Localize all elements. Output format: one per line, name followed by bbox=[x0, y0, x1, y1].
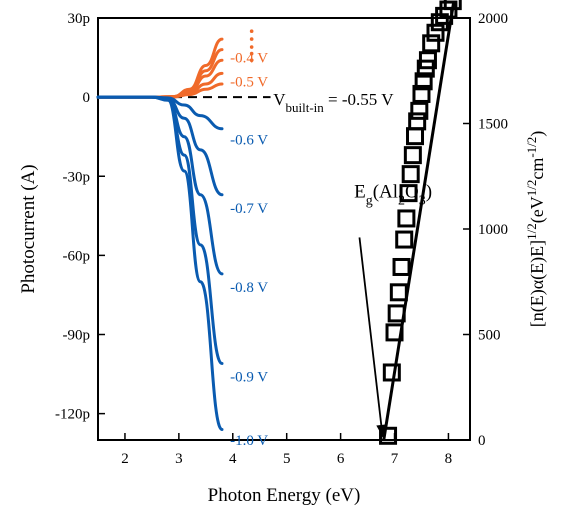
bandgap-label-part: ) bbox=[426, 181, 432, 202]
y-right-tick-label: 1000 bbox=[478, 222, 508, 238]
tauc-series bbox=[379, 0, 462, 445]
curve-label: -0.9 V bbox=[230, 370, 268, 386]
orange-dot bbox=[249, 45, 254, 49]
tauc-point bbox=[387, 304, 406, 323]
builtin-label-sub: built-in bbox=[285, 100, 324, 115]
bandgap-label-part: 3 bbox=[419, 193, 426, 208]
tauc-point bbox=[385, 323, 404, 342]
plot-frame bbox=[97, 17, 471, 441]
y-right-tick-label: 0 bbox=[478, 433, 486, 449]
tauc-point bbox=[395, 230, 414, 249]
x-tick-label: 7 bbox=[391, 451, 399, 467]
orange-dot bbox=[249, 58, 254, 62]
photocurrent-curve bbox=[96, 95, 224, 131]
x-tick-label: 4 bbox=[229, 451, 237, 467]
x-tick-label: 6 bbox=[337, 451, 345, 467]
y-left-tick-label: -30p bbox=[63, 169, 91, 185]
y-right-tick-label: 1500 bbox=[478, 117, 508, 133]
tauc-point bbox=[414, 72, 433, 91]
tauc-point bbox=[443, 0, 462, 11]
curve-label: -0.5 V bbox=[230, 74, 268, 90]
tauc-fit-line bbox=[382, 0, 456, 441]
builtin-label-main: V bbox=[273, 90, 286, 109]
orange-dot bbox=[249, 37, 254, 41]
tauc-point bbox=[412, 84, 431, 103]
bandgap-label-part: O bbox=[405, 181, 419, 202]
orange-dot bbox=[249, 29, 254, 33]
photocurrent-curve bbox=[96, 95, 224, 431]
y-left-tick-label: 30p bbox=[68, 11, 91, 27]
y-right-tick-label: 500 bbox=[478, 328, 501, 344]
bandgap-label-part: E bbox=[354, 181, 366, 202]
tauc-point bbox=[401, 165, 420, 184]
bandgap-label-part: (Al bbox=[373, 181, 398, 202]
bandgap-arrow-head bbox=[376, 424, 387, 437]
tauc-point bbox=[382, 363, 401, 382]
curve-label: -1.0 V bbox=[230, 433, 268, 449]
tauc-point bbox=[399, 184, 418, 203]
curve-label: -0.6 V bbox=[230, 132, 268, 148]
tauc-point bbox=[418, 51, 437, 70]
tauc-point bbox=[389, 283, 408, 302]
x-tick-label: 8 bbox=[445, 451, 453, 467]
y-left-tick-label: -120p bbox=[55, 407, 90, 423]
x-axis-title: Photon Energy (eV) bbox=[208, 485, 361, 506]
builtin-label-value: = -0.55 V bbox=[324, 90, 394, 109]
photocurrent-curve bbox=[96, 95, 224, 197]
curve-label: -0.8 V bbox=[230, 280, 268, 296]
series bbox=[96, 29, 271, 431]
bandgap-label: Eg(Al2O3) bbox=[354, 181, 432, 208]
tauc-point bbox=[403, 146, 422, 165]
x-tick-label: 3 bbox=[175, 451, 183, 467]
curve-label: -0.4 V bbox=[230, 51, 268, 67]
tauc-point bbox=[406, 127, 425, 146]
orange-dot bbox=[249, 51, 254, 56]
builtin-voltage-label: Vbuilt-in = -0.55 V bbox=[273, 90, 394, 115]
y-left-tick-label: 0 bbox=[83, 90, 91, 106]
tauc-point bbox=[422, 34, 441, 53]
bandgap-label-part: g bbox=[366, 193, 373, 208]
bandgap-label-part: 2 bbox=[398, 193, 405, 208]
x-tick-label: 2 bbox=[121, 451, 129, 467]
tauc-point bbox=[397, 209, 416, 228]
bandgap-arrow-line bbox=[358, 237, 384, 437]
photocurrent-curve bbox=[96, 95, 224, 366]
y-left-tick-label: -90p bbox=[63, 328, 91, 344]
y-left-axis-title: Photocurrent (A) bbox=[18, 164, 39, 293]
tauc-point bbox=[379, 426, 398, 445]
tauc-point bbox=[426, 23, 445, 42]
y-right-tick-label: 2000 bbox=[478, 11, 508, 27]
tauc-point bbox=[392, 257, 411, 276]
labels: -0.4 V -0.5 V -0.6 V -0.7 V -0.8 V -0.9 V -1.0… bbox=[230, 51, 432, 449]
x-tick-label: 5 bbox=[283, 451, 291, 467]
y-right-axis-title: [n(E)α(E)E]1/2(eV1/2cm-1/2) bbox=[524, 131, 548, 328]
tauc-point bbox=[408, 112, 427, 131]
tauc-point bbox=[410, 101, 429, 120]
curve-label: -0.7 V bbox=[230, 201, 268, 217]
y-left-tick-label: -60p bbox=[63, 248, 91, 264]
